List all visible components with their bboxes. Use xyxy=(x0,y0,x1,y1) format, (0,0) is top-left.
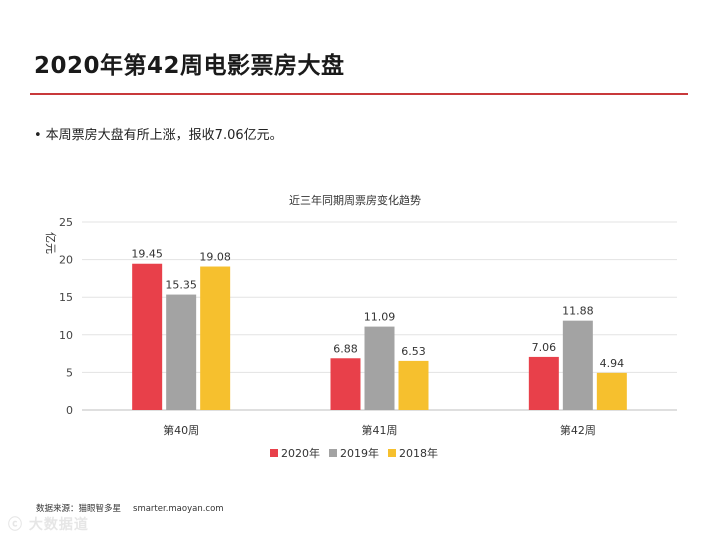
legend-label: 2020年 xyxy=(281,446,320,460)
legend-label: 2018年 xyxy=(399,446,438,460)
x-tick-label: 第41周 xyxy=(362,423,398,437)
data-label: 19.08 xyxy=(199,251,231,264)
page-title: 2020年第42周电影票房大盘 xyxy=(34,53,345,79)
data-label: 6.88 xyxy=(333,342,358,355)
y-tick-label: 20 xyxy=(59,254,73,267)
chart-title: 近三年同期周票房变化趋势 xyxy=(289,193,421,207)
y-tick-label: 25 xyxy=(59,216,73,229)
y-tick-label: 0 xyxy=(66,404,73,417)
legend-label: 2019年 xyxy=(340,446,379,460)
bar xyxy=(132,263,163,410)
source-url: smarter.maoyan.com xyxy=(133,504,224,514)
data-label: 11.09 xyxy=(364,311,396,324)
bar xyxy=(200,266,231,410)
y-tick-label: 15 xyxy=(59,291,73,304)
data-label: 11.88 xyxy=(562,305,594,318)
legend-swatch xyxy=(388,449,396,457)
data-label: 19.45 xyxy=(131,248,163,261)
bar xyxy=(528,356,559,410)
x-tick-label: 第40周 xyxy=(163,423,199,437)
bar xyxy=(364,326,395,410)
data-source: 数据来源：猫眼智多星 smarter.maoyan.com xyxy=(36,502,224,514)
x-tick-label: 第42周 xyxy=(560,423,596,437)
legend-swatch xyxy=(270,449,278,457)
summary-bullet: • 本周票房大盘有所上涨，报收7.06亿元。 xyxy=(34,124,283,143)
summary-text: 本周票房大盘有所上涨，报收7.06亿元。 xyxy=(45,128,283,143)
title-divider xyxy=(30,93,688,95)
legend-swatch xyxy=(329,449,337,457)
bar xyxy=(330,358,361,410)
bar xyxy=(398,360,429,410)
source-label: 数据来源：猫眼智多星 xyxy=(36,504,122,514)
y-axis-label: 亿元 xyxy=(44,232,57,254)
data-label: 15.35 xyxy=(165,279,197,292)
data-label: 6.53 xyxy=(401,345,426,358)
data-label: 7.06 xyxy=(532,341,557,354)
bar xyxy=(562,320,593,410)
y-tick-label: 5 xyxy=(66,366,73,379)
data-label: 4.94 xyxy=(600,357,625,370)
watermark-logo: ⓒ 大数据道 xyxy=(8,517,89,533)
bar xyxy=(596,372,627,410)
bullet-marker: • xyxy=(34,128,42,143)
bar xyxy=(166,294,197,410)
y-tick-label: 10 xyxy=(59,329,73,342)
